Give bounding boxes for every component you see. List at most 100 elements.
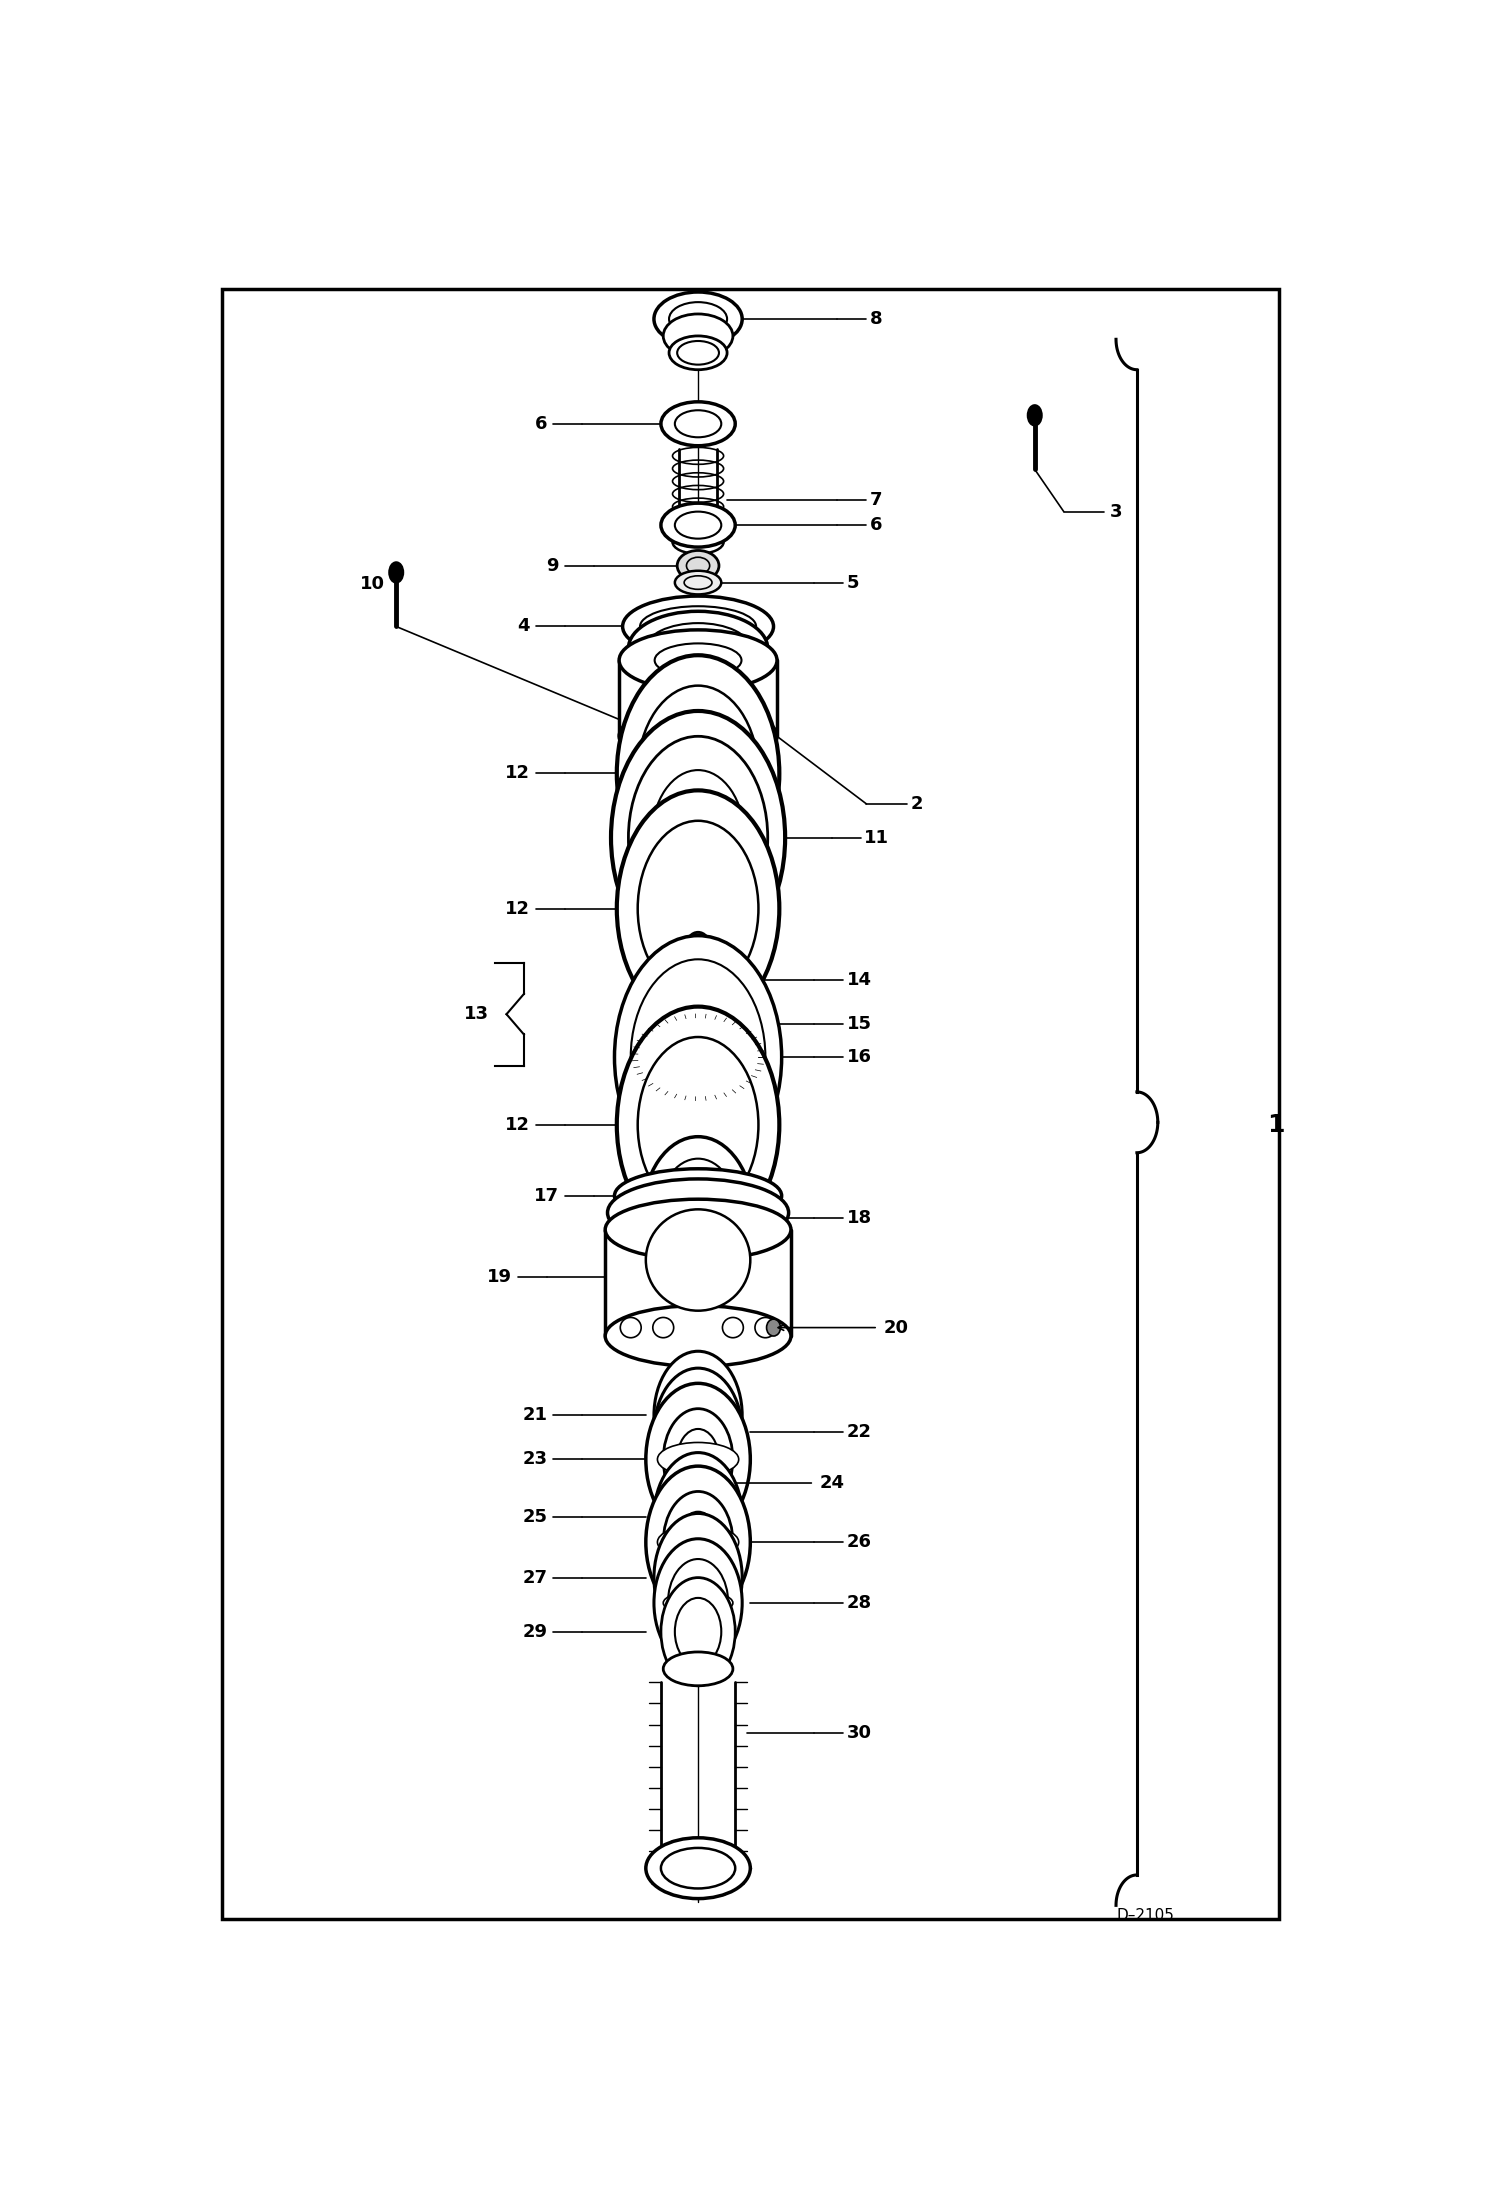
Ellipse shape	[686, 932, 710, 959]
Circle shape	[677, 1512, 719, 1573]
Circle shape	[611, 711, 785, 965]
Text: 12: 12	[505, 764, 530, 783]
Ellipse shape	[646, 1209, 750, 1310]
Ellipse shape	[623, 597, 773, 656]
Circle shape	[653, 1009, 674, 1038]
Text: 2: 2	[911, 794, 923, 814]
Text: 30: 30	[846, 1724, 872, 1742]
Circle shape	[617, 1007, 779, 1244]
Circle shape	[658, 1158, 739, 1277]
Circle shape	[677, 1428, 719, 1490]
Circle shape	[655, 1352, 742, 1479]
Text: 3: 3	[1110, 502, 1122, 520]
Text: 21: 21	[523, 1406, 547, 1424]
Text: 6: 6	[870, 516, 882, 533]
Text: 24: 24	[819, 1474, 845, 1492]
Text: 5: 5	[846, 573, 860, 592]
Ellipse shape	[670, 303, 727, 336]
Circle shape	[617, 790, 779, 1027]
Ellipse shape	[673, 531, 724, 553]
Ellipse shape	[682, 1000, 715, 1027]
Ellipse shape	[614, 1169, 782, 1222]
Text: 4: 4	[517, 617, 530, 636]
Ellipse shape	[605, 1200, 791, 1259]
Circle shape	[638, 1038, 758, 1213]
Circle shape	[643, 1136, 753, 1299]
Circle shape	[674, 1597, 722, 1665]
Ellipse shape	[628, 612, 767, 685]
Text: D–2105: D–2105	[1116, 1909, 1174, 1922]
Ellipse shape	[646, 623, 750, 674]
Ellipse shape	[674, 511, 722, 540]
Circle shape	[655, 1514, 742, 1641]
Ellipse shape	[661, 402, 736, 445]
Ellipse shape	[1028, 406, 1041, 426]
Text: 12: 12	[505, 1117, 530, 1134]
Text: 1: 1	[1267, 1112, 1284, 1136]
Circle shape	[638, 685, 758, 862]
Ellipse shape	[653, 1316, 674, 1338]
Text: 26: 26	[846, 1534, 872, 1551]
Ellipse shape	[655, 643, 742, 678]
Text: 16: 16	[846, 1049, 872, 1066]
Ellipse shape	[674, 570, 722, 595]
Circle shape	[664, 1409, 733, 1509]
Ellipse shape	[664, 1652, 733, 1685]
Ellipse shape	[722, 1316, 743, 1338]
Ellipse shape	[655, 720, 742, 753]
Ellipse shape	[620, 1316, 641, 1338]
Circle shape	[643, 994, 685, 1053]
Circle shape	[652, 770, 745, 906]
Ellipse shape	[619, 706, 777, 766]
Ellipse shape	[658, 1441, 739, 1477]
Text: 10: 10	[360, 575, 385, 592]
Circle shape	[617, 656, 779, 891]
Circle shape	[661, 1141, 736, 1251]
Text: 13: 13	[464, 1005, 488, 1022]
Circle shape	[655, 1538, 742, 1667]
Text: 17: 17	[533, 1187, 559, 1205]
Ellipse shape	[674, 1485, 722, 1507]
Ellipse shape	[674, 410, 722, 437]
Circle shape	[646, 1384, 750, 1536]
Ellipse shape	[389, 562, 403, 584]
Circle shape	[661, 1577, 736, 1685]
Text: 7: 7	[870, 491, 882, 509]
Circle shape	[712, 994, 753, 1053]
Text: 11: 11	[864, 829, 890, 847]
Circle shape	[677, 994, 719, 1053]
Ellipse shape	[646, 1839, 750, 1898]
Circle shape	[722, 1009, 743, 1038]
Circle shape	[688, 1009, 709, 1038]
Circle shape	[631, 959, 765, 1156]
Circle shape	[677, 1165, 719, 1226]
Text: 12: 12	[505, 900, 530, 917]
Ellipse shape	[767, 1319, 780, 1336]
Ellipse shape	[673, 1470, 724, 1496]
Circle shape	[614, 935, 782, 1178]
Ellipse shape	[685, 963, 712, 996]
Ellipse shape	[664, 1503, 733, 1531]
Ellipse shape	[686, 557, 710, 575]
Ellipse shape	[670, 336, 727, 371]
Text: 25: 25	[523, 1507, 547, 1525]
Ellipse shape	[619, 630, 777, 691]
Ellipse shape	[655, 292, 742, 347]
Circle shape	[638, 821, 758, 996]
Text: 23: 23	[523, 1450, 547, 1468]
Text: 22: 22	[846, 1424, 872, 1441]
Circle shape	[655, 1452, 742, 1582]
Ellipse shape	[755, 1316, 776, 1338]
Ellipse shape	[661, 1847, 736, 1889]
Text: 29: 29	[523, 1624, 547, 1641]
Circle shape	[668, 1389, 728, 1477]
Ellipse shape	[685, 575, 712, 590]
Ellipse shape	[634, 821, 762, 856]
Circle shape	[673, 1378, 724, 1452]
Text: 6: 6	[535, 415, 547, 432]
Text: 18: 18	[846, 1209, 872, 1226]
Text: 27: 27	[523, 1569, 547, 1586]
Circle shape	[673, 1479, 724, 1553]
Circle shape	[628, 737, 767, 939]
Circle shape	[668, 1560, 728, 1648]
